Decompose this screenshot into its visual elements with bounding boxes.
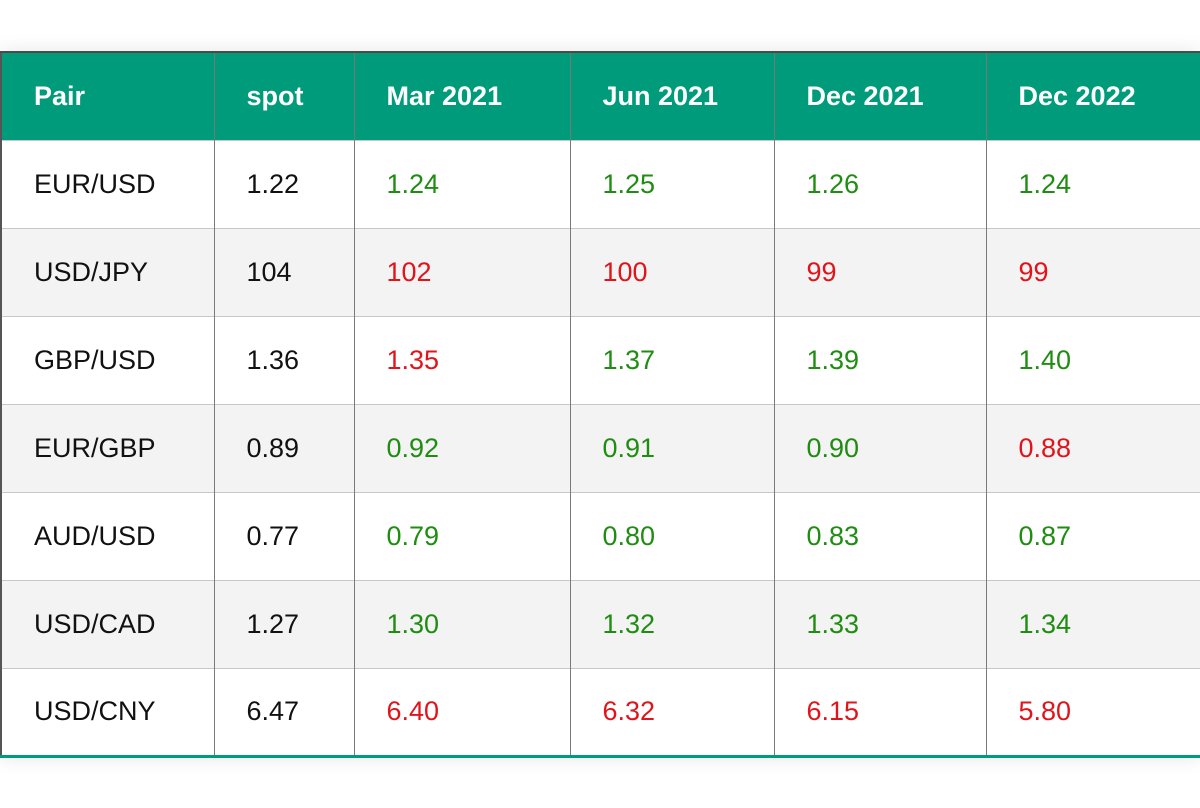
forecast-cell: 1.24	[353, 139, 570, 228]
spot-cell: 1.22	[213, 139, 354, 228]
spot-cell: 104	[213, 227, 354, 316]
pair-cell: GBP/USD	[0, 315, 214, 404]
table-row: USD/JPY 104 102 100 99 99	[0, 227, 1200, 316]
pair-cell: USD/CAD	[0, 579, 214, 668]
forecast-cell: 0.80	[569, 491, 774, 580]
table-row: EUR/GBP 0.89 0.92 0.91 0.90 0.88	[0, 403, 1200, 492]
header-mar-2021: Mar 2021	[353, 51, 570, 140]
table-row: AUD/USD 0.77 0.79 0.80 0.83 0.87	[0, 491, 1200, 580]
forecast-cell: 6.32	[569, 667, 774, 758]
forecast-cell: 99	[773, 227, 986, 316]
header-jun-2021: Jun 2021	[569, 51, 774, 140]
forecast-table-card: Pair spot Mar 2021 Jun 2021 Dec 2021 Dec…	[0, 51, 1200, 758]
forecast-cell: 6.15	[773, 667, 986, 758]
pair-cell: AUD/USD	[0, 491, 214, 580]
forecast-cell: 0.79	[353, 491, 570, 580]
table-row: GBP/USD 1.36 1.35 1.37 1.39 1.40	[0, 315, 1200, 404]
forecast-cell: 5.80	[985, 667, 1200, 758]
forecast-cell: 1.24	[985, 139, 1200, 228]
forecast-cell: 99	[985, 227, 1200, 316]
forecast-cell: 0.92	[353, 403, 570, 492]
forecast-cell: 102	[353, 227, 570, 316]
spot-cell: 0.89	[213, 403, 354, 492]
header-row: Pair spot Mar 2021 Jun 2021 Dec 2021 Dec…	[0, 51, 1200, 140]
table-row: USD/CAD 1.27 1.30 1.32 1.33 1.34	[0, 579, 1200, 668]
spot-cell: 0.77	[213, 491, 354, 580]
forecast-cell: 1.34	[985, 579, 1200, 668]
spot-cell: 1.36	[213, 315, 354, 404]
spot-cell: 1.27	[213, 579, 354, 668]
table-row: EUR/USD 1.22 1.24 1.25 1.26 1.24	[0, 139, 1200, 228]
header-pair: Pair	[0, 51, 214, 140]
spot-cell: 6.47	[213, 667, 354, 758]
forecast-cell: 0.83	[773, 491, 986, 580]
forecast-cell: 100	[569, 227, 774, 316]
pair-cell: USD/CNY	[0, 667, 214, 758]
forecast-cell: 1.30	[353, 579, 570, 668]
forecast-cell: 1.35	[353, 315, 570, 404]
forecast-cell: 0.88	[985, 403, 1200, 492]
forecast-cell: 0.91	[569, 403, 774, 492]
forecast-cell: 1.25	[569, 139, 774, 228]
forecast-cell: 1.40	[985, 315, 1200, 404]
header-dec-2021: Dec 2021	[773, 51, 986, 140]
header-spot: spot	[213, 51, 354, 140]
pair-cell: USD/JPY	[0, 227, 214, 316]
forecast-cell: 1.33	[773, 579, 986, 668]
table-body: EUR/USD 1.22 1.24 1.25 1.26 1.24 USD/JPY 104 102…	[0, 139, 1200, 758]
forecast-cell: 1.39	[773, 315, 986, 404]
table-row: USD/CNY 6.47 6.40 6.32 6.15 5.80	[0, 667, 1200, 758]
forecast-cell: 1.37	[569, 315, 774, 404]
forecast-cell: 0.90	[773, 403, 986, 492]
pair-cell: EUR/USD	[0, 139, 214, 228]
forecast-cell: 1.26	[773, 139, 986, 228]
table-header: Pair spot Mar 2021 Jun 2021 Dec 2021 Dec…	[0, 51, 1200, 140]
forecast-cell: 0.87	[985, 491, 1200, 580]
pair-cell: EUR/GBP	[0, 403, 214, 492]
header-dec-2022: Dec 2022	[985, 51, 1200, 140]
forecast-cell: 6.40	[353, 667, 570, 758]
fx-forecast-table: Pair spot Mar 2021 Jun 2021 Dec 2021 Dec…	[0, 51, 1200, 758]
forecast-cell: 1.32	[569, 579, 774, 668]
